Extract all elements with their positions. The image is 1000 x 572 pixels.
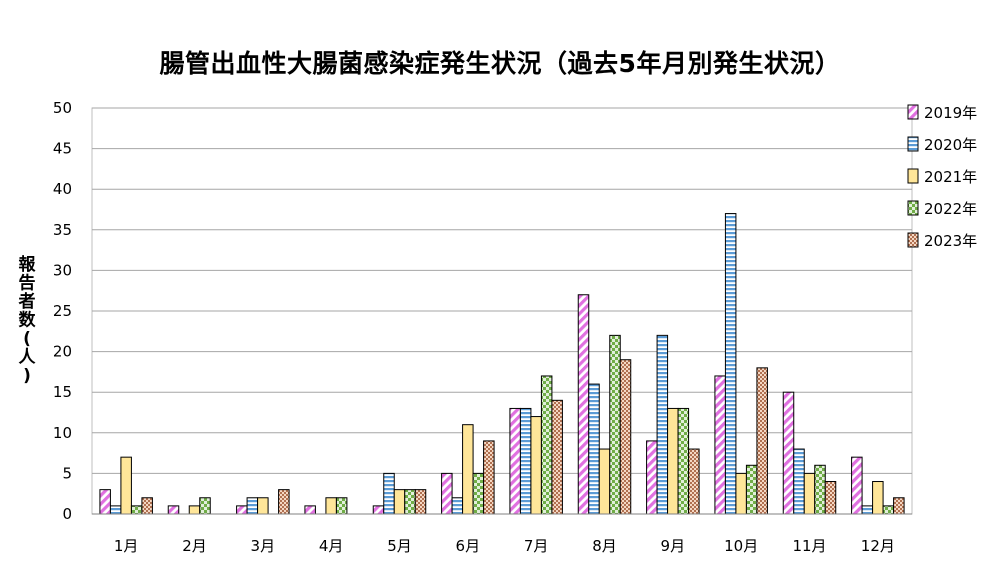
x-tick-label: 8月 <box>592 537 617 555</box>
bar-2022年-2月 <box>199 497 211 515</box>
legend-swatch <box>907 232 919 248</box>
bar-2022年-4月 <box>335 497 348 515</box>
x-tick-label: 3月 <box>251 537 276 555</box>
bar-2019年-7月 <box>509 407 521 515</box>
y-tick-label: 35 <box>53 221 72 239</box>
bar-2022年-5月 <box>404 489 416 515</box>
x-tick-label: 7月 <box>524 537 549 555</box>
bar-2021年-3月 <box>257 497 269 515</box>
bar-2023年-1月 <box>141 497 153 515</box>
legend-label: 2022年 <box>924 200 977 218</box>
x-tick-label: 2月 <box>182 537 207 555</box>
bar-2019年-9月 <box>646 440 658 515</box>
bar-2020年-7月 <box>519 407 532 515</box>
bar-2021年-11月 <box>803 472 816 515</box>
legend-label: 2020年 <box>924 136 977 154</box>
bar-2020年-5月 <box>383 472 395 515</box>
legend-label: 2019年 <box>924 104 977 122</box>
bar-2020年-9月 <box>656 334 669 515</box>
legend-label: 2023年 <box>924 232 977 250</box>
bar-2020年-8月 <box>588 383 600 515</box>
bar-2021年-8月 <box>598 448 611 515</box>
x-tick-label: 1月 <box>114 537 139 555</box>
bar-2019年-1月 <box>99 489 111 515</box>
bar-2021年-9月 <box>667 407 679 515</box>
bar-2023年-8月 <box>619 359 632 515</box>
y-axis-label: 報告者数(人) <box>18 254 37 386</box>
bar-2019年-3月 <box>236 505 248 515</box>
bar-2020年-6月 <box>451 497 464 515</box>
bar-2023年-6月 <box>483 440 495 515</box>
y-tick-label: 40 <box>53 180 72 198</box>
y-tick-label: 50 <box>53 99 72 117</box>
bar-2021年-6月 <box>462 424 474 515</box>
bar-2020年-3月 <box>246 497 259 515</box>
y-tick-label: 30 <box>53 261 72 279</box>
x-tick-label: 11月 <box>792 537 826 555</box>
gridlines <box>91 107 913 515</box>
bar-2019年-6月 <box>441 472 453 515</box>
bar-2021年-4月 <box>325 497 337 515</box>
bar-2022年-6月 <box>472 472 485 515</box>
bar-2023年-7月 <box>551 399 563 515</box>
axes: 0 5 10 15 20 25 30 35 40 45 50 1月 2月 3月 4月 5月 6月 7月 8月 9月 10… <box>53 99 912 555</box>
x-tick-label: 12月 <box>861 537 895 555</box>
bar-2019年-10月 <box>714 375 726 515</box>
bars <box>99 213 905 515</box>
bar-2021年-1月 <box>120 456 132 515</box>
legend-swatch <box>907 136 919 152</box>
bar-2019年-5月 <box>372 505 385 515</box>
bar-2020年-12月 <box>861 505 874 515</box>
bar-2022年-12月 <box>882 505 895 515</box>
bar-2019年-12月 <box>851 456 863 515</box>
bar-2023年-3月 <box>278 489 290 515</box>
legend: 2019年 2020年 2021年 2022年 2023年 <box>907 104 977 250</box>
y-tick-label: 45 <box>53 140 72 158</box>
x-tick-label: 9月 <box>661 537 686 555</box>
x-tick-label: 4月 <box>319 537 344 555</box>
bar-2023年-12月 <box>893 497 905 515</box>
x-tick-label: 5月 <box>387 537 412 555</box>
legend-swatch <box>907 104 919 120</box>
bar-2021年-12月 <box>872 481 884 515</box>
bar-2022年-10月 <box>745 464 758 515</box>
legend-swatch <box>907 200 919 216</box>
bar-2019年-8月 <box>577 294 590 515</box>
bar-2019年-11月 <box>782 391 795 515</box>
bar-2020年-11月 <box>793 448 805 515</box>
bar-2023年-9月 <box>688 448 700 515</box>
y-tick-label: 25 <box>53 302 72 320</box>
bar-2021年-5月 <box>393 489 406 515</box>
legend-swatch <box>907 168 919 184</box>
x-tick-label: 6月 <box>456 537 481 555</box>
y-tick-label: 10 <box>53 424 72 442</box>
bar-2022年-7月 <box>540 375 553 515</box>
y-tick-label: 20 <box>53 343 72 361</box>
x-tick-label: 10月 <box>724 537 758 555</box>
bar-2021年-7月 <box>530 416 542 515</box>
bar-2019年-4月 <box>304 505 316 515</box>
legend-label: 2021年 <box>924 168 977 186</box>
y-tick-label: 15 <box>53 383 72 401</box>
bar-2023年-10月 <box>756 367 768 515</box>
bar-2023年-5月 <box>414 489 427 515</box>
bar-2023年-11月 <box>824 481 837 515</box>
bar-2020年-10月 <box>724 213 737 515</box>
bar-2022年-8月 <box>609 334 621 515</box>
bar-2021年-2月 <box>188 505 201 515</box>
bar-2019年-2月 <box>167 505 180 515</box>
y-tick-label: 5 <box>62 464 72 482</box>
bar-2022年-9月 <box>677 407 690 515</box>
bar-2022年-1月 <box>130 505 143 515</box>
bar-2022年-11月 <box>814 464 826 515</box>
bar-2020年-1月 <box>109 505 122 515</box>
chart-title: 腸管出血性大腸菌感染症発生状況（過去5年月別発生状況） <box>159 49 841 78</box>
y-tick-label: 0 <box>62 505 72 523</box>
bar-2021年-10月 <box>735 472 747 515</box>
